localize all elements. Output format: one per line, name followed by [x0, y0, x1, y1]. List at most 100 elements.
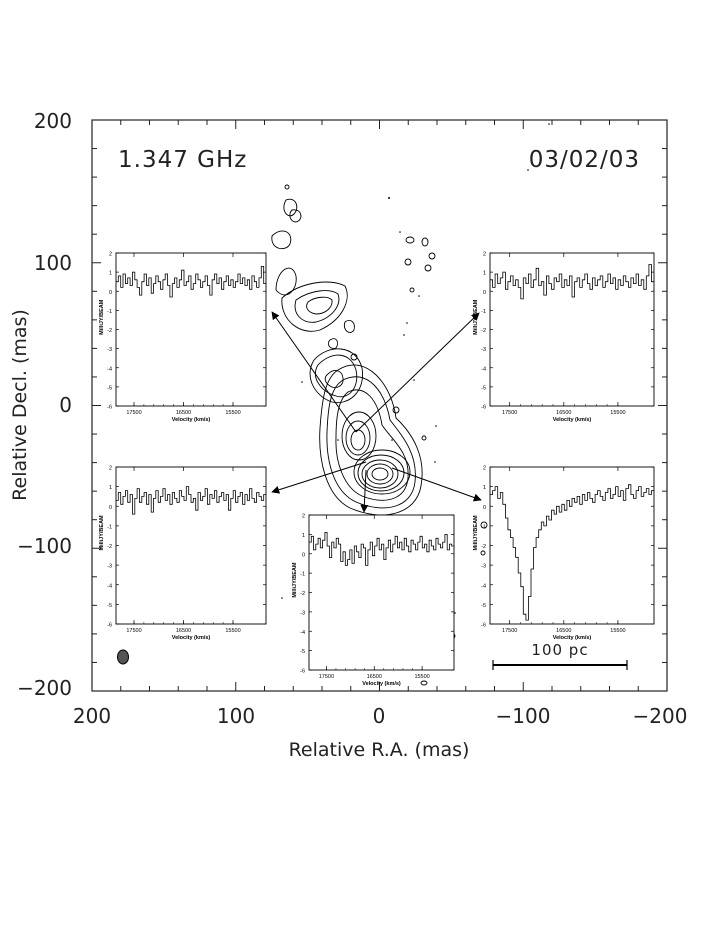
inset-y-tick-label: -3 — [481, 564, 486, 570]
inset-y-tick-label: -6 — [481, 405, 486, 411]
inset-y-tick-label: -2 — [481, 544, 486, 550]
y-tick-label: 100 — [34, 251, 72, 275]
inset-y-title: MilliJY/BEAM — [473, 515, 479, 551]
frequency-label: 1.347 GHz — [118, 147, 247, 173]
y-tick-label: 200 — [34, 109, 72, 133]
spectrum-line — [309, 532, 454, 566]
inset-y-tick-label: -2 — [107, 544, 112, 550]
inset-y-tick-label: -3 — [300, 610, 305, 616]
inset-y-title: MilliJY/BEAM — [99, 299, 105, 335]
inset-y-tick-label: -3 — [107, 564, 112, 570]
inset-x-tick-label: 15500 — [414, 674, 429, 680]
inset-x-tick-label: 16500 — [556, 628, 571, 634]
inset-y-tick-label: -6 — [300, 669, 305, 675]
inset-y-title: MilliJY/BEAM — [99, 515, 105, 551]
spectrum-inset-lower-left: 2 1 0 -1 -2 -3 -4 -5 -6 17500 16500 15500 Velocity (… — [99, 466, 267, 641]
spectrum-line — [116, 266, 266, 298]
inset-y-tick-label: -3 — [107, 347, 112, 353]
inset-x-title: Velocity (km/s) — [553, 417, 592, 423]
inset-x-tick-label: 15500 — [225, 410, 240, 416]
spectrum-inset-lower-center: 2 1 0 -1 -2 -3 -4 -5 -6 17500 16500 15500 Velocity (… — [292, 514, 455, 687]
inset-y-tick-label: -6 — [107, 623, 112, 629]
inset-y-tick-label: -4 — [107, 366, 112, 372]
inset-y-tick-label: 0 — [483, 505, 486, 511]
inset-x-tick-label: 15500 — [610, 410, 625, 416]
x-tick-label: −100 — [496, 704, 551, 728]
inset-x-tick-label: 17500 — [126, 628, 141, 634]
spectrum-inset-upper-right: 2 1 0 -1 -2 -3 -4 -5 -6 17500 16500 15500 Velocity (… — [473, 252, 655, 423]
inset-x-title: Velocity (km/s) — [172, 417, 211, 423]
inset-x-tick-label: 17500 — [319, 674, 334, 680]
inset-x-tick-label: 16500 — [176, 628, 191, 634]
inset-y-tick-label: -4 — [481, 583, 486, 589]
inset-y-tick-label: -1 — [107, 524, 112, 530]
inset-y-tick-label: -3 — [481, 347, 486, 353]
inset-y-tick-label: 0 — [302, 552, 305, 558]
inset-y-tick-label: 2 — [109, 466, 112, 472]
inset-y-tick-label: 2 — [483, 466, 486, 472]
inset-y-tick-label: -1 — [481, 309, 486, 315]
x-tick-label: 200 — [73, 704, 111, 728]
inset-frame — [115, 466, 267, 625]
inset-y-tick-label: 2 — [302, 514, 305, 520]
inset-y-tick-label: -5 — [481, 385, 486, 391]
scale-bar-label: 100 pc — [531, 641, 588, 659]
inset-y-tick-label: 0 — [109, 505, 112, 511]
inset-y-title: MilliJY/BEAM — [473, 299, 479, 335]
inset-x-tick-label: 17500 — [502, 410, 517, 416]
inset-y-tick-label: -4 — [481, 366, 486, 372]
inset-frame — [308, 514, 455, 671]
contour-map — [271, 184, 544, 686]
inset-x-tick-label: 15500 — [225, 628, 240, 634]
spectrum-line — [116, 486, 266, 515]
inset-x-tick-label: 15500 — [610, 628, 625, 634]
inset-y-tick-label: -4 — [107, 583, 112, 589]
inset-y-tick-label: -1 — [107, 309, 112, 315]
scale-bar — [492, 660, 628, 670]
inset-y-tick-label: -6 — [107, 405, 112, 411]
inset-x-title: Velocity (km/s) — [553, 635, 592, 641]
contour-dots — [281, 123, 550, 614]
inset-x-title: Velocity (km/s) — [172, 635, 211, 641]
inset-y-tick-label: -5 — [107, 603, 112, 609]
inset-y-tick-label: -5 — [300, 649, 305, 655]
inset-x-tick-label: 17500 — [126, 410, 141, 416]
inset-y-tick-label: -4 — [300, 630, 305, 636]
inset-y-tick-label: -5 — [107, 385, 112, 391]
arrows — [271, 311, 482, 513]
inset-y-tick-label: 0 — [109, 290, 112, 296]
spectrum-inset-lower-right: 2 1 0 -1 -2 -3 -4 -5 -6 17500 16500 15500 Velocity (… — [473, 466, 655, 641]
inset-y-tick-label: -1 — [481, 524, 486, 530]
inset-x-tick-label: 16500 — [367, 674, 382, 680]
inset-x-tick-label: 16500 — [176, 410, 191, 416]
inset-y-tick-label: 2 — [109, 252, 112, 258]
x-tick-label: −200 — [633, 704, 688, 728]
inset-y-title: MilliJY/BEAM — [292, 562, 298, 598]
x-axis-title: Relative R.A. (mas) — [289, 739, 470, 761]
inset-y-tick-label: 1 — [109, 271, 112, 277]
inset-y-tick-label: 1 — [109, 485, 112, 491]
inset-y-tick-label: 1 — [302, 533, 305, 539]
inset-x-title: Velocity (km/s) — [362, 681, 401, 687]
inset-x-tick-label: 17500 — [502, 628, 517, 634]
y-tick-label: −200 — [17, 676, 72, 700]
inset-y-tick-label: 1 — [483, 485, 486, 491]
inset-frame — [489, 466, 655, 625]
spectrum-line — [490, 264, 654, 300]
x-tick-label: 0 — [373, 704, 386, 728]
inset-y-tick-label: -2 — [107, 328, 112, 334]
inset-x-tick-label: 16500 — [556, 410, 571, 416]
y-axis-title: Relative Decl. (mas) — [9, 309, 31, 501]
y-tick-label: 0 — [59, 393, 72, 417]
inset-y-tick-label: -5 — [481, 603, 486, 609]
inset-y-tick-label: -1 — [300, 572, 305, 578]
spectrum-insets: 2 1 0 -1 -2 -3 -4 -5 -6 17500 16500 15500 Velocity (… — [99, 252, 655, 687]
inset-y-tick-label: 2 — [483, 252, 486, 258]
inset-y-tick-label: 0 — [483, 290, 486, 296]
inset-y-tick-label: -6 — [481, 623, 486, 629]
date-label: 03/02/03 — [529, 147, 640, 173]
inset-y-tick-label: -2 — [300, 591, 305, 597]
beam-ellipse — [117, 649, 129, 665]
inset-y-tick-label: 1 — [483, 271, 486, 277]
